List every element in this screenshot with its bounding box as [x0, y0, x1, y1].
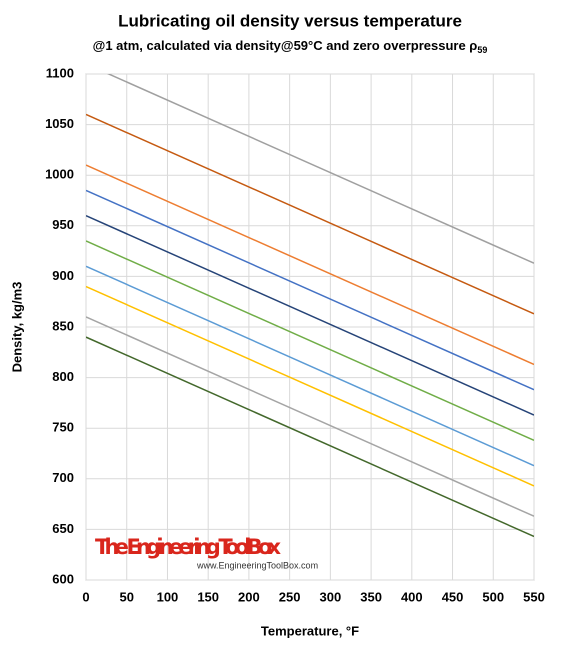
series-line	[86, 336, 534, 538]
series-line	[106, 74, 534, 264]
watermark-url: www.EngineeringToolBox.com	[196, 560, 318, 570]
series-line	[86, 265, 534, 467]
series-line	[86, 189, 534, 391]
y-tick-label: 750	[52, 420, 74, 435]
x-axis-label: Temperature, °F	[261, 623, 359, 638]
x-tick-label: 0	[82, 589, 89, 604]
x-tick-label: 300	[320, 589, 342, 604]
x-tick-label: 250	[279, 589, 301, 604]
x-tick-label: 100	[157, 589, 179, 604]
x-tick-label: 350	[360, 589, 382, 604]
x-tick-label: 200	[238, 589, 260, 604]
x-tick-label: 150	[197, 589, 219, 604]
y-tick-label: 800	[52, 369, 74, 384]
chart-title: Lubricating oil density versus temperatu…	[118, 11, 462, 30]
series-line	[86, 240, 534, 442]
y-tick-label: 850	[52, 318, 74, 333]
x-tick-label: 400	[401, 589, 423, 604]
x-tick-label: 450	[442, 589, 464, 604]
chart-subtitle: @1 atm, calculated via density@59°C and …	[93, 38, 488, 55]
series-line	[86, 285, 534, 487]
y-tick-label: 650	[52, 521, 74, 536]
series-line	[86, 113, 534, 315]
x-tick-label: 50	[119, 589, 133, 604]
series-line	[86, 214, 534, 416]
x-tick-label: 500	[482, 589, 504, 604]
y-tick-label: 1100	[46, 65, 74, 80]
y-axis-label: Density, kg/m3	[9, 282, 24, 373]
series-line	[86, 164, 534, 366]
y-tick-label: 600	[52, 571, 74, 586]
subtitle-subscript: 59	[477, 45, 487, 55]
series-line	[86, 316, 534, 517]
watermark-title: The Engineering ToolBox	[95, 535, 281, 559]
y-tick-label: 1050	[45, 116, 74, 131]
y-tick-label: 1000	[45, 167, 74, 182]
x-tick-label: 550	[523, 589, 545, 604]
y-tick-label: 900	[52, 268, 74, 283]
subtitle-text: @1 atm, calculated via density@59°C and …	[93, 38, 478, 53]
y-tick-label: 950	[52, 217, 74, 232]
y-tick-label: 700	[52, 470, 74, 485]
